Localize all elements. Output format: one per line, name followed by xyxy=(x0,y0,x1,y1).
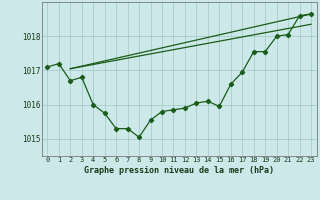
X-axis label: Graphe pression niveau de la mer (hPa): Graphe pression niveau de la mer (hPa) xyxy=(84,166,274,175)
